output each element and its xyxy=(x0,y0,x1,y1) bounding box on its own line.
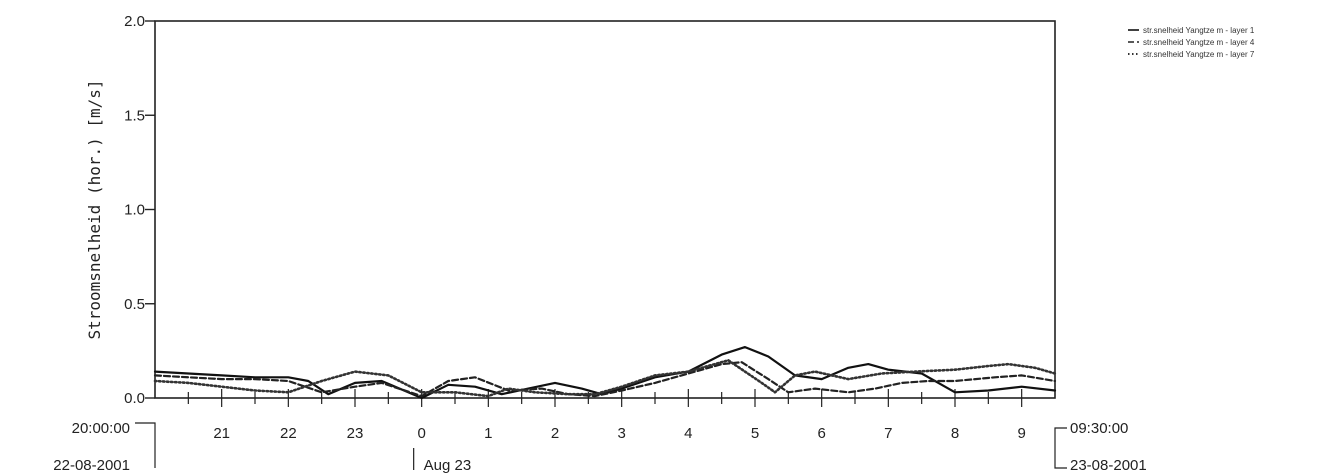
x-tick-label: 22 xyxy=(280,425,297,442)
y-tick-label: 0.5 xyxy=(124,296,145,313)
x-tick-label: 3 xyxy=(617,425,625,442)
series-line-3 xyxy=(153,358,1057,398)
x-tick-label: 7 xyxy=(884,425,892,442)
x-tick-label: 0 xyxy=(417,425,425,442)
x-tick-label: 21 xyxy=(213,425,230,442)
x-tick-label: 2 xyxy=(551,425,559,442)
x-tick-label: 5 xyxy=(751,425,759,442)
end-date-label: 23-08-2001 xyxy=(1070,457,1147,473)
start-time-label: 20:00:00 xyxy=(72,420,130,437)
x-tick-label: 8 xyxy=(951,425,959,442)
end-time-label: 09:30:00 xyxy=(1070,420,1128,437)
legend-label-2: str.snelheid Yangtze m - layer 4 xyxy=(1143,38,1255,47)
day-marker-label: Aug 23 xyxy=(424,457,472,473)
plot-area xyxy=(154,20,1056,399)
axis-ticks xyxy=(187,389,1023,407)
x-tick-label: 23 xyxy=(347,425,364,442)
start-date-label: 22-08-2001 xyxy=(53,457,130,473)
y-axis-label: Stroomsnelheid (hor.) [m/s] xyxy=(85,79,104,339)
x-tick-label: 4 xyxy=(684,425,692,442)
x-tick-label: 6 xyxy=(817,425,825,442)
y-tick-label: 2.0 xyxy=(124,13,145,30)
legend-label-3: str.snelheid Yangtze m - layer 7 xyxy=(1143,50,1255,59)
series-layer xyxy=(153,346,1057,400)
y-axis: 0.0 0.5 1.0 1.5 2.0 xyxy=(124,13,155,407)
x-axis: 21 22 23 0 1 2 3 4 5 6 7 8 920:00:0022-08-200109:30:… xyxy=(53,420,1146,473)
y-tick-label: 1.0 xyxy=(124,202,145,219)
legend-label-1: str.snelheid Yangtze m - layer 1 xyxy=(1143,26,1255,35)
start-bracket xyxy=(135,422,156,468)
legend: str.snelheid Yangtze m - layer 1 str.snel… xyxy=(1128,26,1255,59)
x-tick-label: 1 xyxy=(484,425,492,442)
end-bracket xyxy=(1054,427,1067,469)
x-tick-label: 9 xyxy=(1017,425,1025,442)
series-line-2 xyxy=(153,361,1057,398)
y-tick-label: 1.5 xyxy=(124,107,145,124)
y-tick-label: 0.0 xyxy=(124,390,145,407)
plot-border xyxy=(154,20,1056,399)
